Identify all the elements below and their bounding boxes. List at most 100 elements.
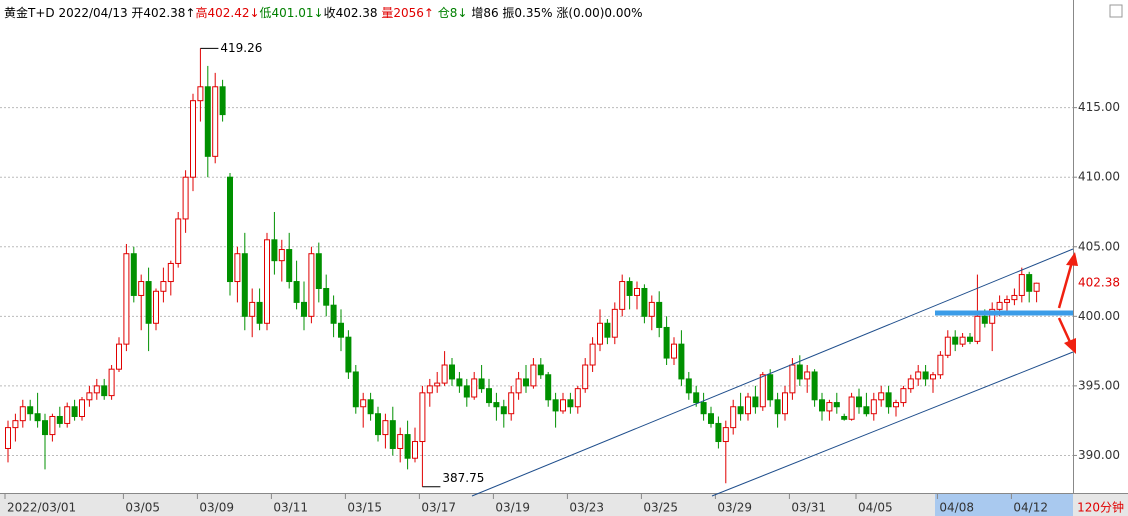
candle-body	[486, 388, 492, 404]
candle-body	[227, 176, 233, 283]
candle-body	[175, 218, 182, 264]
candle-body	[286, 249, 293, 283]
candle-body	[212, 86, 219, 157]
y-tick-label: 415.00	[1078, 100, 1120, 114]
candle-body	[782, 392, 788, 415]
candle-body	[315, 253, 322, 289]
candle-body	[641, 287, 648, 317]
candle-body	[382, 420, 389, 436]
candle-body	[944, 336, 951, 356]
candle-body	[974, 315, 981, 342]
candle-body	[870, 399, 877, 415]
candle-body	[737, 406, 744, 415]
candle-body	[234, 253, 241, 283]
candle-body	[34, 413, 41, 422]
x-tick-label: 03/23	[569, 501, 604, 515]
candle-body	[619, 281, 626, 310]
candle-body	[71, 406, 78, 417]
x-tick-label: 03/29	[717, 501, 752, 515]
marks: 390.00 395.00 400.00 405.00 410.00 415.00 2022…	[0, 41, 1128, 515]
settings-icon[interactable]	[1109, 4, 1123, 18]
candle-body	[856, 396, 862, 408]
candle-body	[256, 301, 263, 324]
candle-body	[278, 249, 285, 262]
candle-body	[552, 399, 559, 412]
candle-body	[937, 354, 944, 376]
candle-body	[996, 301, 1003, 310]
x-tick-label: 03/25	[643, 501, 678, 515]
candle-body	[338, 322, 344, 338]
candle-body	[922, 371, 929, 380]
candle-body	[567, 399, 574, 408]
candle-body	[789, 364, 796, 394]
candle-body	[19, 406, 26, 422]
candle-body	[715, 422, 722, 443]
info-item: 高402.42↓	[195, 5, 259, 20]
candle-body	[841, 415, 848, 420]
candle-body	[685, 378, 692, 394]
candle-body	[900, 388, 907, 404]
candle-body	[412, 441, 418, 459]
candle-body	[330, 304, 337, 324]
candle-body	[1033, 282, 1040, 292]
candle-body	[826, 402, 833, 412]
candle-body	[219, 86, 226, 116]
info-item: 量2056↑	[381, 6, 437, 20]
candle-body	[197, 86, 204, 102]
info-item: 仓8↓	[438, 6, 472, 20]
candle-body	[153, 290, 159, 324]
candle-body	[833, 402, 840, 408]
candle-body	[1004, 299, 1010, 303]
x-tick-label: 04/08	[939, 501, 974, 515]
x-axis-highlight	[935, 494, 1073, 516]
arrow-up	[1057, 261, 1074, 309]
candle-body	[86, 392, 93, 401]
candle-body	[345, 336, 352, 373]
candle-body	[648, 301, 655, 317]
channel-lower	[711, 351, 1074, 497]
y-tick-label: 395.00	[1078, 378, 1120, 392]
candle-body	[389, 420, 396, 449]
candle-body	[138, 281, 145, 296]
candle-body	[241, 253, 248, 317]
period-label[interactable]: 120分钟	[1077, 500, 1124, 515]
candle-body	[441, 364, 448, 384]
candle-body	[560, 399, 566, 412]
candle-body	[708, 413, 714, 424]
candle-body	[1026, 274, 1033, 292]
x-tick-label: 03/11	[273, 501, 308, 515]
candle-body	[604, 322, 611, 338]
channel-upper	[471, 248, 1074, 497]
y-tick-label: 390.00	[1078, 448, 1120, 462]
x-tick-label: 03/09	[199, 501, 234, 515]
candle-body	[500, 406, 507, 415]
candle-body	[597, 322, 603, 345]
candle-body	[249, 301, 256, 317]
candle-body	[811, 371, 818, 401]
y-tick-label: 405.00	[1078, 239, 1120, 253]
candle-body	[12, 420, 19, 429]
candle-body	[893, 402, 899, 408]
candle-body	[656, 301, 663, 328]
candle-body	[574, 388, 581, 408]
max-label: 419.26	[220, 41, 262, 55]
candle-body	[130, 253, 137, 296]
x-axis-band	[0, 494, 1128, 516]
candle-body	[375, 413, 381, 436]
candle-body	[367, 399, 374, 415]
x-tick-label: 03/19	[495, 501, 530, 515]
candle-body	[767, 374, 774, 401]
candle-body	[796, 364, 803, 380]
arrow-down-head	[1064, 338, 1076, 354]
candle-body	[456, 378, 463, 387]
candle-body	[663, 326, 670, 359]
candle-body	[752, 396, 759, 408]
y-tick-label: 400.00	[1078, 309, 1120, 323]
candle-body	[167, 262, 174, 283]
candle-body	[264, 239, 270, 324]
candle-body	[204, 86, 211, 157]
candle-body	[404, 434, 411, 459]
candle-body	[671, 343, 677, 359]
candle-body	[190, 100, 196, 178]
